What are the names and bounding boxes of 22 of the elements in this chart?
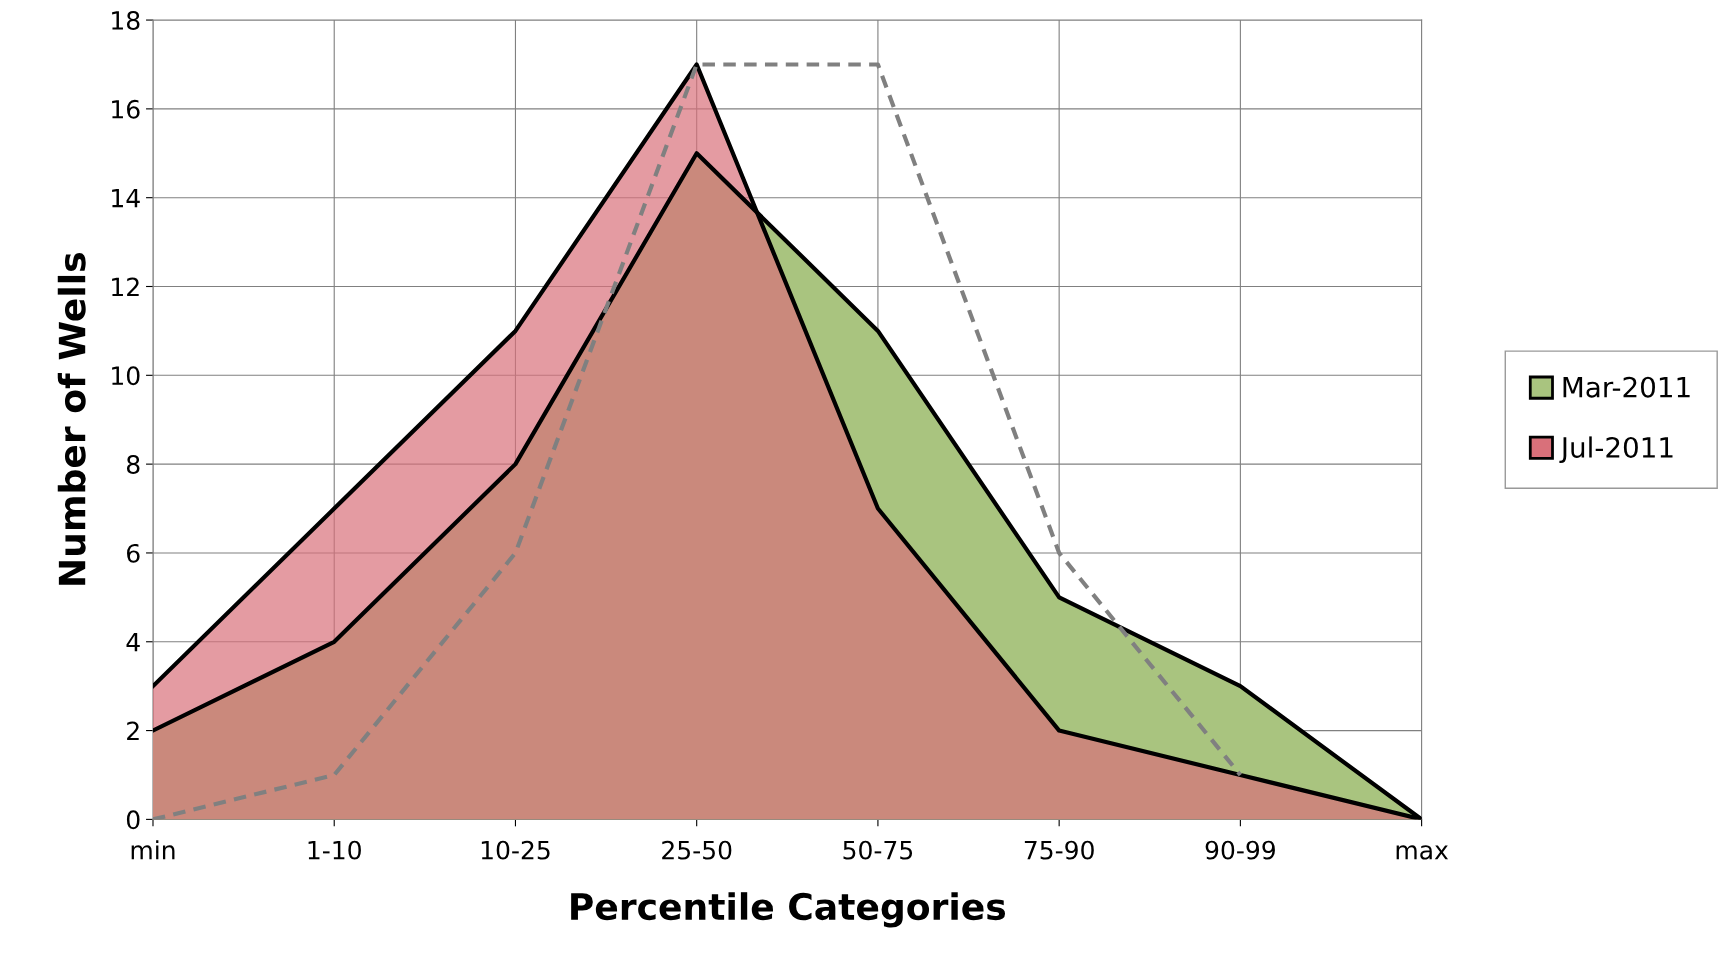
y-tick-label: 10 [112,366,140,386]
x-tick-label: max [1396,845,1449,860]
y-tick-label: 2 [127,721,139,741]
y-axis-title: Number of Wells [57,253,86,585]
legend-label: Mar-2011 [1563,376,1690,398]
y-tick-label: 6 [127,543,140,563]
x-tick-label: 50-75 [843,840,913,860]
x-tick-label: 1-10 [308,840,361,860]
y-tick-label: 18 [112,11,140,30]
x-tick-label: 25-50 [662,840,732,860]
y-tick-label: 16 [112,99,140,119]
y-tick-label: 14 [112,188,140,208]
x-tick-label: 10-25 [481,840,550,860]
x-tick-label: min [131,840,175,860]
y-tick-label: 0 [126,810,140,830]
x-tick-label: 90-99 [1205,840,1275,860]
y-tick-label: 4 [126,633,140,652]
legend-label: Jul-2011 [1559,436,1673,464]
y-tick-label: 8 [126,455,140,474]
y-tick-label: 12 [112,277,139,296]
x-tick-label: 75-90 [1024,840,1094,860]
x-axis-title: Percentile Categories [571,892,1006,928]
